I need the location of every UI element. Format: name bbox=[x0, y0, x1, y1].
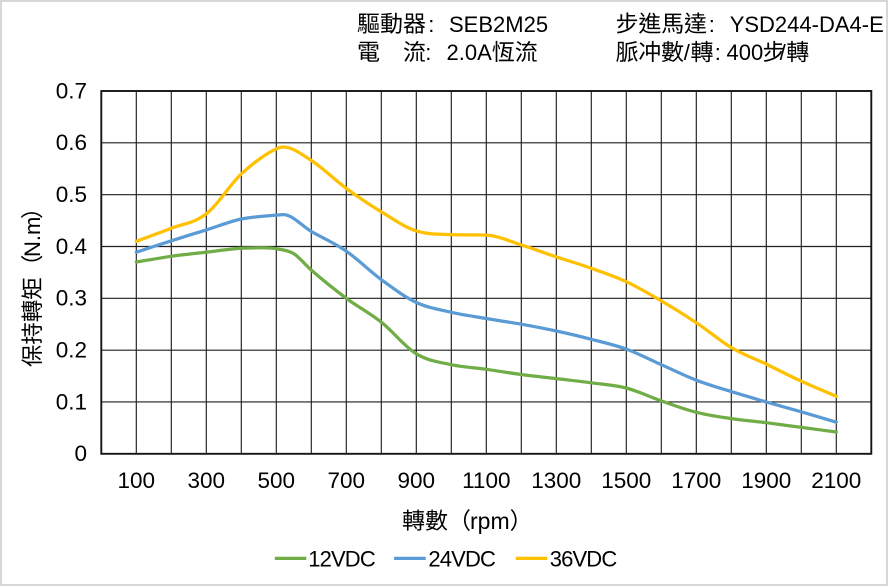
svg-text:24VDC: 24VDC bbox=[428, 546, 496, 571]
svg-text::: : bbox=[428, 12, 434, 37]
svg-text::: : bbox=[709, 12, 715, 37]
svg-text:0.5: 0.5 bbox=[56, 182, 87, 207]
svg-text:12VDC: 12VDC bbox=[308, 546, 376, 571]
svg-text:YSD244-DA4-E: YSD244-DA4-E bbox=[730, 12, 884, 37]
svg-text:N.m: N.m bbox=[20, 217, 45, 257]
svg-text:1300: 1300 bbox=[531, 468, 581, 493]
svg-text:rpm: rpm bbox=[470, 508, 510, 534]
svg-text:/: / bbox=[780, 40, 787, 65]
svg-text:500: 500 bbox=[258, 468, 296, 493]
svg-text:1100: 1100 bbox=[462, 468, 510, 493]
svg-text:36VDC: 36VDC bbox=[550, 546, 618, 571]
svg-text:0.1: 0.1 bbox=[56, 389, 87, 414]
svg-text:300: 300 bbox=[188, 468, 226, 493]
svg-text:0.6: 0.6 bbox=[56, 130, 87, 155]
svg-text:/: / bbox=[684, 40, 691, 65]
svg-text:1900: 1900 bbox=[741, 468, 791, 493]
svg-text:SEB2M25: SEB2M25 bbox=[449, 12, 548, 37]
svg-text:0: 0 bbox=[74, 441, 87, 466]
svg-text:700: 700 bbox=[328, 468, 366, 493]
svg-text::: : bbox=[715, 40, 721, 65]
svg-text:1700: 1700 bbox=[671, 468, 721, 493]
svg-text:900: 900 bbox=[398, 468, 436, 493]
svg-text:0.3: 0.3 bbox=[56, 286, 87, 311]
svg-text::: : bbox=[425, 40, 431, 65]
svg-text:100: 100 bbox=[118, 468, 156, 493]
svg-text:0.2: 0.2 bbox=[56, 337, 87, 362]
svg-text:2100: 2100 bbox=[811, 468, 861, 493]
svg-text:400: 400 bbox=[727, 40, 764, 65]
svg-text:0.7: 0.7 bbox=[56, 78, 87, 103]
svg-text:2.0A: 2.0A bbox=[447, 40, 493, 65]
svg-text:0.4: 0.4 bbox=[56, 234, 87, 259]
svg-text:1500: 1500 bbox=[601, 468, 651, 493]
